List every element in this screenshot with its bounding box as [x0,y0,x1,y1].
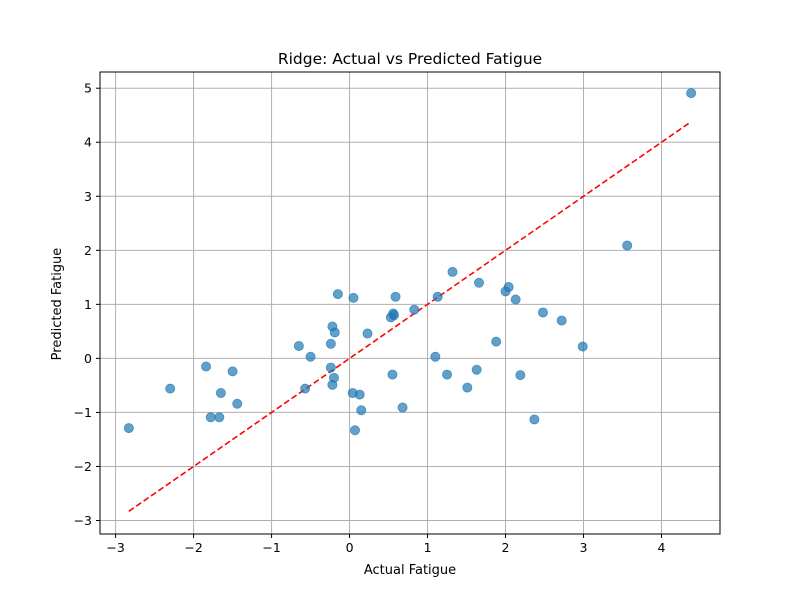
data-point [329,327,340,338]
reference-line [128,121,692,512]
y-tick-label: −2 [74,459,92,474]
data-point [442,369,453,380]
x-tick-label: 0 [346,540,354,555]
data-point [622,240,633,251]
data-point [556,315,567,326]
data-point [356,405,367,416]
x-tick-label: 1 [424,540,432,555]
plot-frame [99,71,721,535]
data-point [348,292,359,303]
grid [100,72,720,534]
data-point [409,304,420,315]
data-point [123,423,134,434]
data-point [510,294,521,305]
data-point [577,341,588,352]
y-axis-ticks: −3 −2 −1 0 1 2 3 4 5 [74,81,100,528]
y-tick-label: 4 [84,135,92,150]
data-point [529,414,540,425]
data-point [232,398,243,409]
y-tick-label: −1 [74,405,92,420]
data-point [205,412,216,423]
y-tick-label: 1 [84,297,92,312]
data-point [362,328,373,339]
data-point [471,364,482,375]
y-tick-label: 2 [84,243,92,258]
data-point [397,402,408,413]
x-tick-label: −3 [106,540,124,555]
data-point [491,336,502,347]
data-point [537,307,548,318]
y-tick-label: 5 [84,81,92,96]
data-point [462,382,473,393]
y-tick-label: −3 [74,513,92,528]
data-point [325,362,336,373]
data-point [474,277,485,288]
x-tick-label: 2 [502,540,510,555]
data-point [432,291,443,302]
data-point [332,289,343,300]
data-point [300,383,311,394]
data-point [305,351,316,362]
data-point [390,291,401,302]
x-tick-label: −2 [184,540,202,555]
data-point [350,425,361,436]
data-point [430,351,441,362]
y-tick-label: 3 [84,189,92,204]
data-point [227,366,238,377]
chart-title: Ridge: Actual vs Predicted Fatigue [278,50,542,68]
data-point [387,369,398,380]
y-axis-title: Predicted Fatigue [50,248,65,361]
x-tick-label: −1 [262,540,280,555]
data-point [515,370,526,381]
data-point [214,412,225,423]
data-point [325,338,336,349]
data-point [293,340,304,351]
data-point [201,361,212,372]
data-point [328,372,339,383]
data-point [389,310,400,321]
y-tick-label: 0 [84,351,92,366]
data-point [686,88,697,99]
x-tick-label: 4 [658,540,666,555]
data-point [165,383,176,394]
data-points [123,88,697,436]
data-point [354,389,365,400]
x-axis-ticks: −3 −2 −1 0 1 2 3 4 [106,534,666,555]
data-point [215,387,226,398]
x-tick-label: 3 [580,540,588,555]
data-point [447,266,458,277]
x-axis-title: Actual Fatigue [364,563,456,578]
data-point [503,282,514,293]
